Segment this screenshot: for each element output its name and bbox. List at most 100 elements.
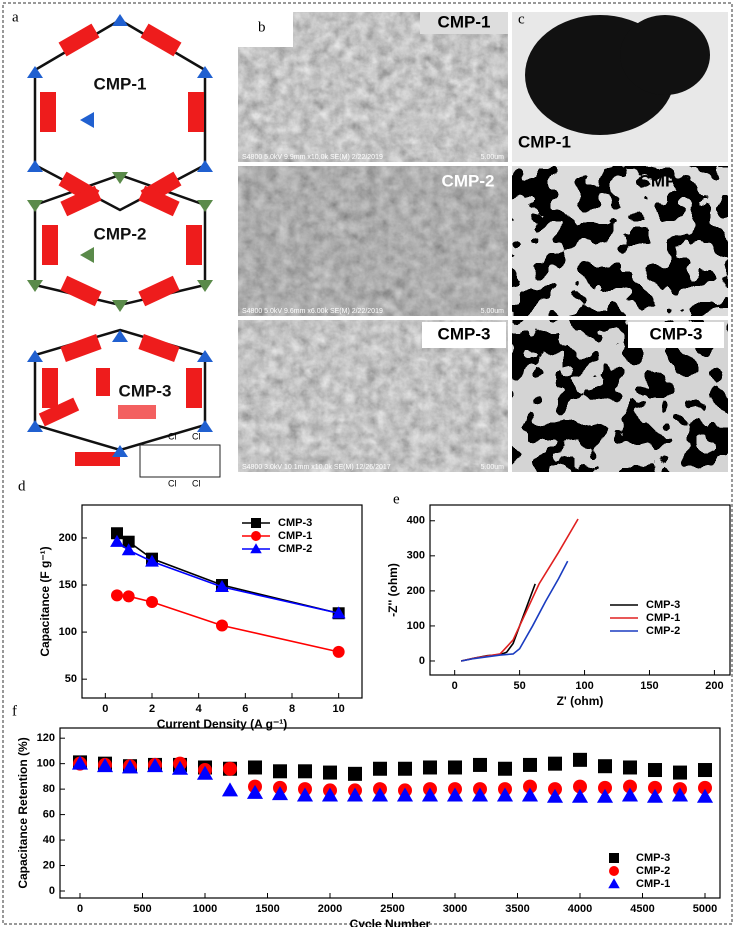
marker: [216, 619, 228, 632]
marker: [246, 784, 264, 799]
atom-label: Cl: [192, 478, 201, 488]
marker: [251, 518, 261, 528]
label-box: [420, 12, 508, 34]
plot-frame: [429, 504, 731, 676]
marker: [498, 761, 512, 776]
image-caption: S4800 5.0kV 9.6mm x6.00k SE(M) 2/22/2019: [242, 308, 383, 315]
y-tick-label: 100: [37, 758, 55, 770]
marker: [121, 759, 139, 774]
marker: [546, 788, 564, 803]
marker: [298, 764, 312, 779]
x-axis-label: Z' (ohm): [557, 694, 604, 708]
marker: [423, 760, 437, 775]
image-label: CMP-1: [518, 132, 571, 151]
x-tick-label: 0: [102, 703, 108, 715]
y-tick-label: 0: [419, 655, 425, 667]
marker: [523, 757, 537, 772]
panel-label: e: [393, 491, 400, 507]
marker: [698, 763, 712, 778]
marker: [623, 779, 637, 794]
legend-label: CMP-2: [636, 865, 670, 877]
marker: [122, 535, 135, 548]
atom-label: Cl: [168, 478, 177, 488]
scheme-nodes-green: [27, 172, 213, 312]
x-tick-label: 4: [196, 703, 203, 715]
x-tick-label: 1000: [193, 903, 217, 915]
scheme-blocks: [38, 23, 204, 466]
marker: [371, 787, 389, 802]
marker: [573, 779, 587, 794]
y-tick-label: 100: [59, 626, 77, 638]
y-tick-label: 200: [59, 532, 77, 544]
marker: [598, 759, 612, 774]
sem-images: [238, 12, 508, 472]
x-tick-label: 5000: [693, 903, 717, 915]
marker: [521, 787, 539, 802]
x-axis-label: Current Density (A g⁻¹): [157, 717, 288, 731]
legend-label: CMP-1: [646, 612, 680, 624]
marker: [596, 788, 614, 803]
marker: [221, 782, 239, 797]
marker: [122, 590, 135, 603]
y-tick-label: 20: [43, 859, 55, 871]
x-tick-label: 2500: [380, 903, 404, 915]
series-line: [461, 518, 579, 662]
marker: [248, 760, 262, 775]
marker: [273, 764, 287, 779]
panel-label: a: [12, 9, 19, 25]
marker: [111, 527, 123, 540]
y-tick-label: 40: [43, 834, 55, 846]
atom-label: Cl: [168, 431, 177, 441]
molecule: [139, 444, 221, 478]
scheme-label: CMP-3: [119, 381, 172, 400]
y-tick-label: 200: [407, 585, 425, 597]
marker: [623, 760, 637, 775]
legend-label: CMP-3: [278, 517, 312, 529]
scheme-label: CMP-1: [94, 74, 147, 93]
x-tick-label: 10: [333, 703, 345, 715]
marker: [332, 645, 345, 658]
marker: [621, 787, 639, 802]
y-axis-label: -Z'' (ohm): [386, 563, 400, 617]
marker: [271, 786, 289, 801]
image-label: CMP-3: [650, 324, 703, 343]
marker: [648, 780, 662, 795]
x-tick-label: 4500: [630, 903, 654, 915]
x-tick-label: 100: [575, 680, 593, 692]
marker: [346, 787, 364, 802]
plot-frame: [81, 504, 363, 699]
marker: [573, 752, 587, 767]
marker: [215, 580, 229, 593]
marker: [473, 757, 487, 772]
scheme-nodes: [27, 14, 213, 457]
marker: [598, 780, 612, 795]
image-label: CMP-2: [639, 171, 692, 190]
x-tick-label: 150: [640, 680, 658, 692]
scale-bar: 5.00um: [481, 308, 505, 315]
marker: [673, 765, 687, 780]
marker: [646, 788, 664, 803]
marker: [296, 787, 314, 802]
y-tick-label: 120: [37, 732, 55, 744]
y-axis-label: Capacitance (F g⁻¹): [38, 546, 52, 656]
marker: [223, 761, 237, 776]
x-tick-label: 2000: [318, 903, 342, 915]
marker: [321, 787, 339, 802]
legend-label: CMP-1: [636, 878, 670, 890]
image-caption: S4800 5.0kV 9.9mm x10.0k SE(M) 2/22/2019: [242, 154, 383, 161]
atom-label: Cl: [192, 431, 201, 441]
marker: [471, 787, 489, 802]
panel-label: d: [18, 478, 26, 494]
marker: [609, 866, 619, 876]
x-tick-label: 2: [149, 703, 155, 715]
legend-label: CMP-2: [646, 625, 680, 637]
image-label: CMP-2: [442, 171, 495, 190]
marker: [548, 756, 562, 771]
marker: [196, 765, 214, 780]
marker: [421, 787, 439, 802]
legend-label: CMP-3: [636, 852, 670, 864]
legend-label: CMP-3: [646, 599, 680, 611]
label-box: [422, 322, 506, 348]
panel-label: f: [12, 703, 17, 719]
x-tick-label: 50: [513, 680, 525, 692]
